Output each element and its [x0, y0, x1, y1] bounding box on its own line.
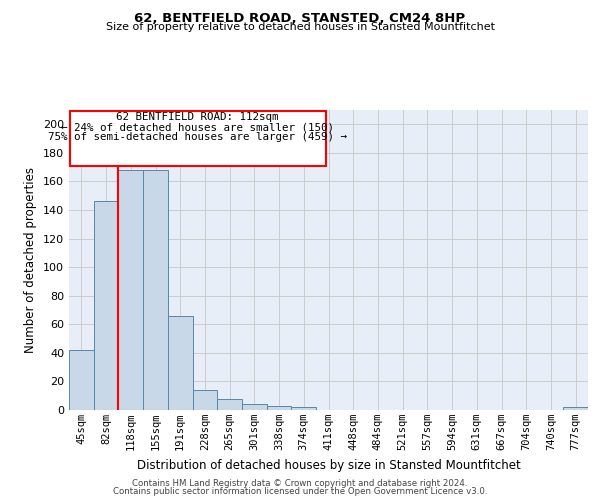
- Text: Size of property relative to detached houses in Stansted Mountfitchet: Size of property relative to detached ho…: [106, 22, 494, 32]
- FancyBboxPatch shape: [70, 110, 326, 166]
- X-axis label: Distribution of detached houses by size in Stansted Mountfitchet: Distribution of detached houses by size …: [137, 458, 520, 471]
- Text: Contains HM Land Registry data © Crown copyright and database right 2024.: Contains HM Land Registry data © Crown c…: [132, 478, 468, 488]
- Bar: [168, 316, 193, 410]
- Bar: [267, 406, 292, 410]
- Bar: [242, 404, 267, 410]
- Text: Contains public sector information licensed under the Open Government Licence v3: Contains public sector information licen…: [113, 487, 487, 496]
- Bar: [563, 407, 588, 410]
- Text: 75% of semi-detached houses are larger (459) →: 75% of semi-detached houses are larger (…: [48, 132, 347, 142]
- Bar: [94, 202, 118, 410]
- Text: ← 24% of detached houses are smaller (150): ← 24% of detached houses are smaller (15…: [61, 122, 334, 132]
- Bar: [69, 350, 94, 410]
- Bar: [292, 407, 316, 410]
- Bar: [143, 170, 168, 410]
- Y-axis label: Number of detached properties: Number of detached properties: [25, 167, 37, 353]
- Bar: [193, 390, 217, 410]
- Text: 62 BENTFIELD ROAD: 112sqm: 62 BENTFIELD ROAD: 112sqm: [116, 112, 279, 122]
- Text: 62, BENTFIELD ROAD, STANSTED, CM24 8HP: 62, BENTFIELD ROAD, STANSTED, CM24 8HP: [134, 12, 466, 26]
- Bar: [118, 170, 143, 410]
- Bar: [217, 398, 242, 410]
